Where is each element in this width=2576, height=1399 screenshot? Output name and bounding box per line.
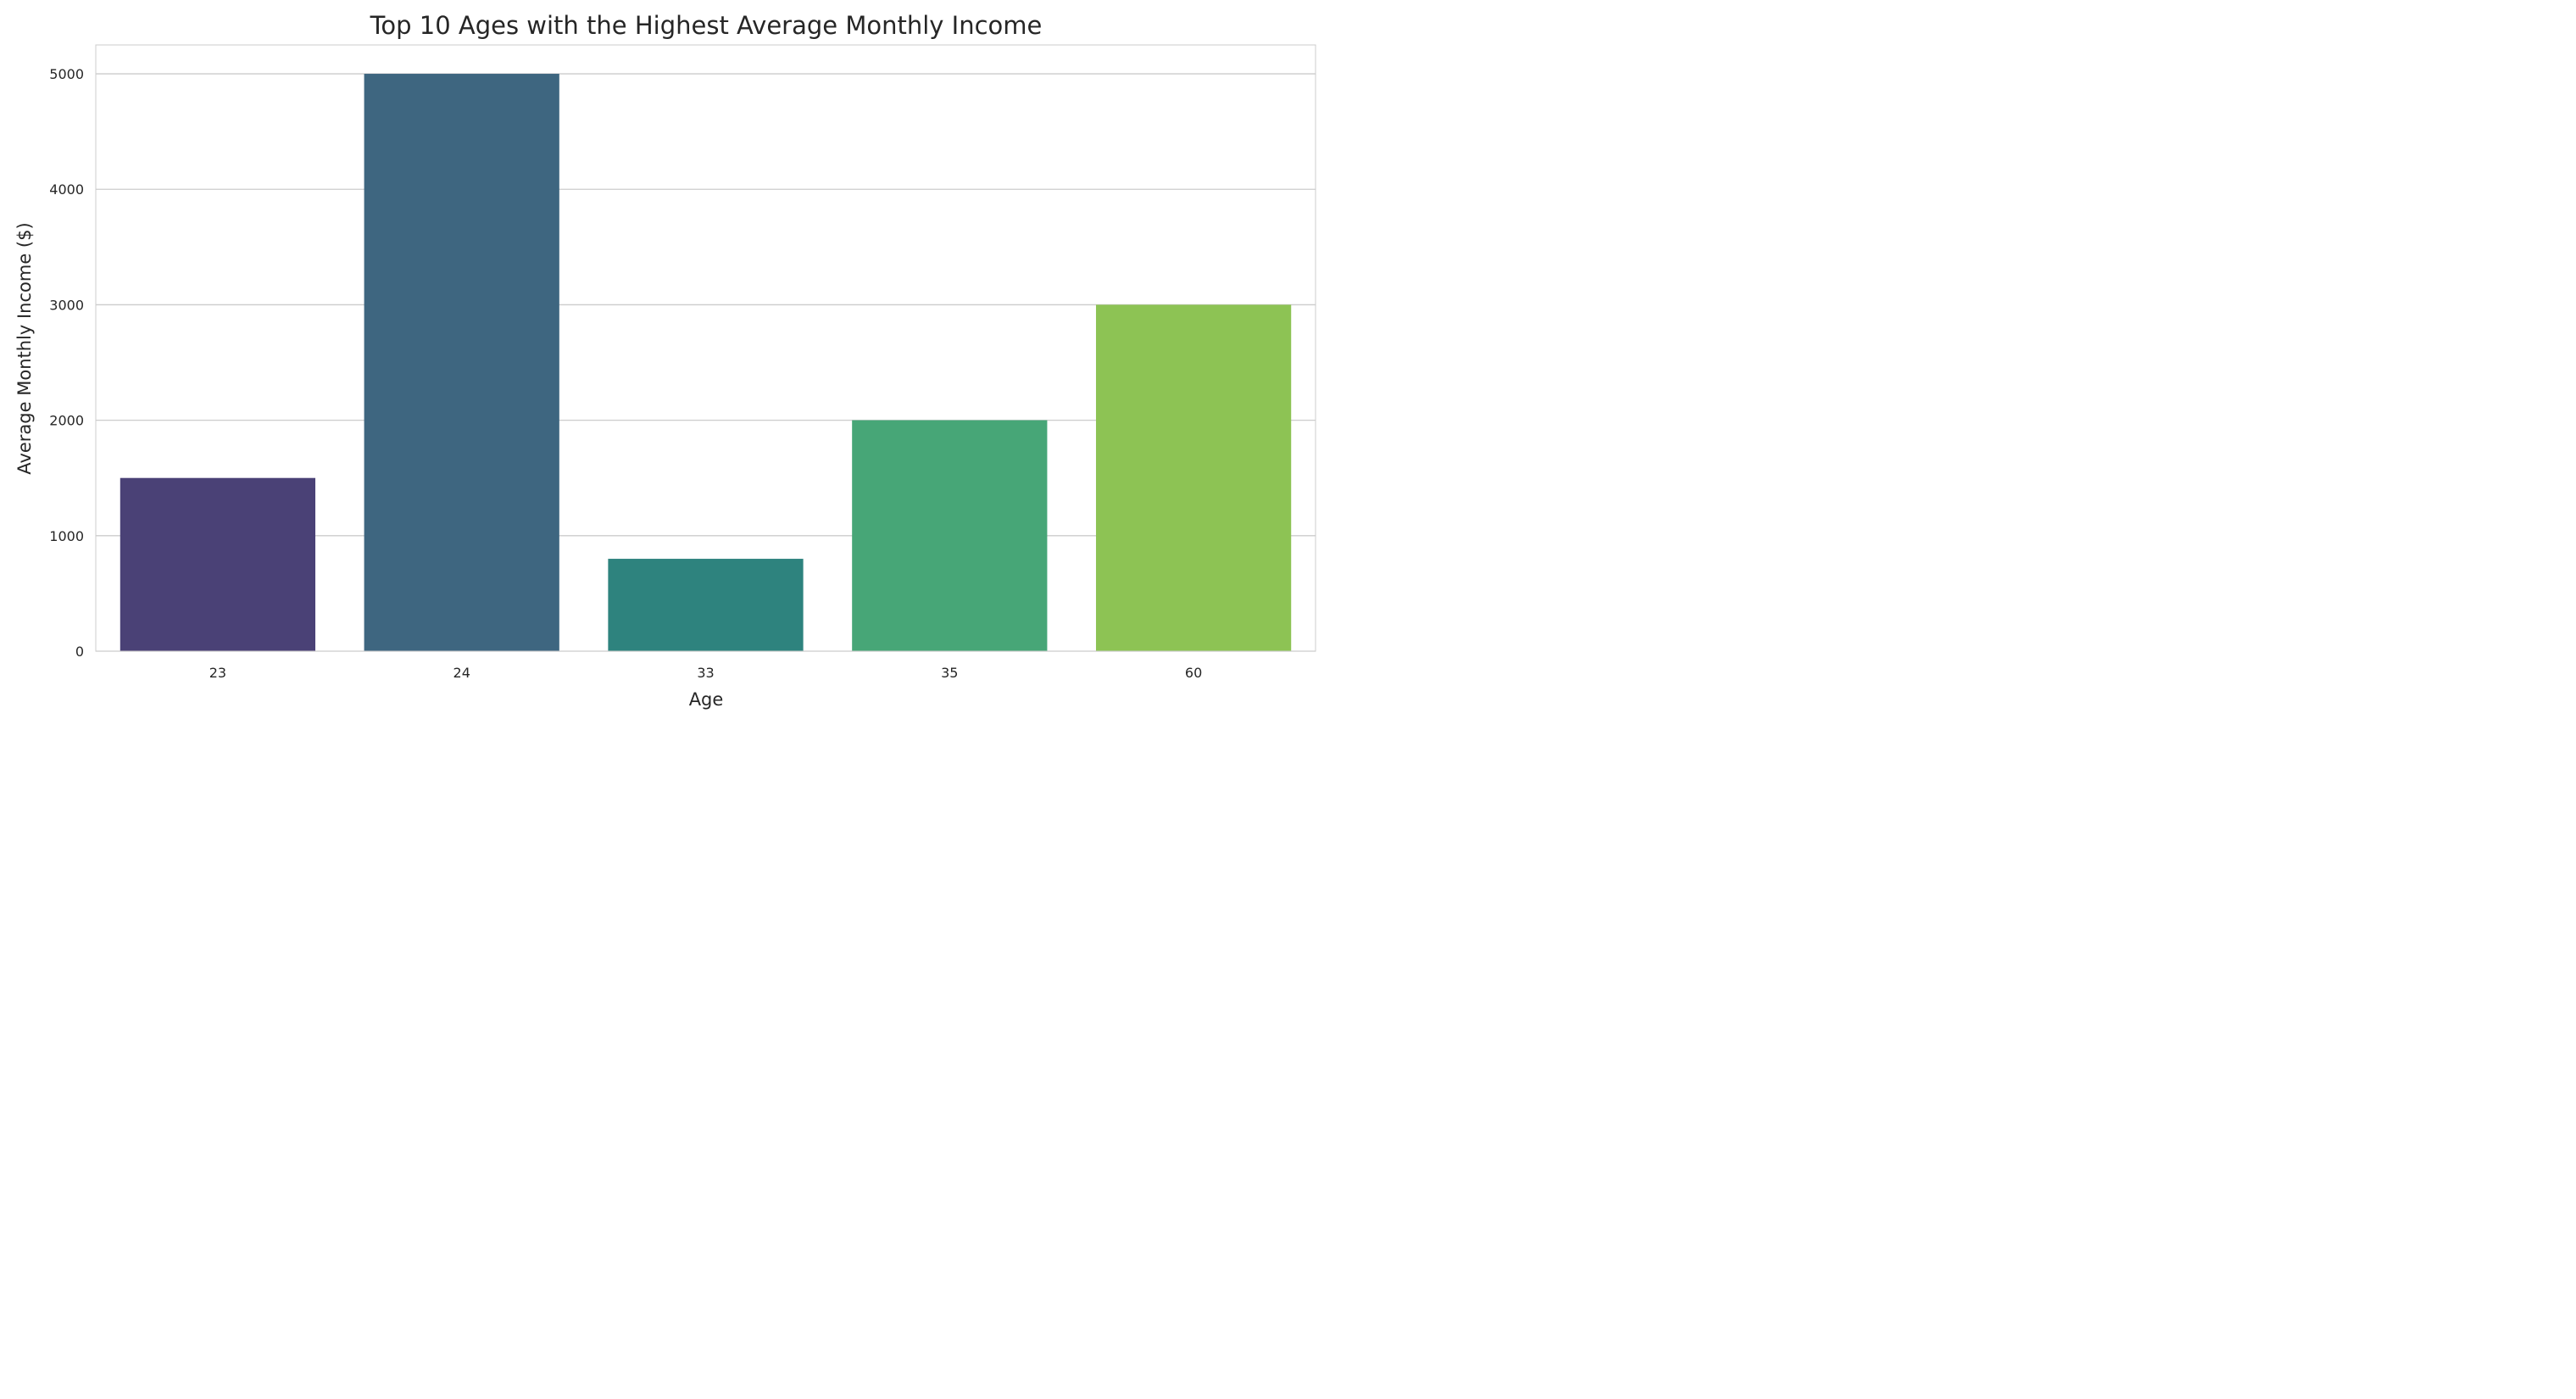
x-tick-labels: 23 24 33 35 60 bbox=[209, 665, 1203, 681]
bar-age-60 bbox=[1095, 304, 1292, 651]
bar-chart: 0 1000 2000 3000 4000 5000 23 24 33 35 60 Top 10 … bbox=[14, 11, 1316, 710]
x-tick-label: 23 bbox=[209, 665, 226, 681]
plot-frame bbox=[95, 44, 1316, 652]
chart-container: 0 1000 2000 3000 4000 5000 23 24 33 35 60 Top 10 … bbox=[0, 0, 1327, 721]
y-tick-label: 2000 bbox=[49, 413, 84, 429]
y-tick-label: 5000 bbox=[49, 66, 84, 82]
x-axis-label: Age bbox=[689, 689, 724, 710]
y-tick-label: 4000 bbox=[49, 181, 84, 198]
x-tick-label: 33 bbox=[697, 665, 714, 681]
bar-age-35 bbox=[852, 420, 1048, 651]
bar-age-33 bbox=[608, 559, 804, 651]
x-tick-label: 60 bbox=[1185, 665, 1202, 681]
x-tick-label: 35 bbox=[941, 665, 958, 681]
bars bbox=[120, 74, 1292, 652]
y-axis-label: Average Monthly Income ($) bbox=[14, 222, 35, 474]
bar-age-24 bbox=[364, 74, 559, 652]
y-tick-label: 0 bbox=[75, 644, 84, 660]
y-tick-label: 1000 bbox=[49, 528, 84, 544]
y-tick-label: 3000 bbox=[49, 297, 84, 313]
bar-age-23 bbox=[120, 477, 316, 651]
chart-title: Top 10 Ages with the Highest Average Mon… bbox=[370, 11, 1043, 40]
x-tick-label: 24 bbox=[453, 665, 470, 681]
y-tick-labels: 0 1000 2000 3000 4000 5000 bbox=[49, 66, 84, 660]
